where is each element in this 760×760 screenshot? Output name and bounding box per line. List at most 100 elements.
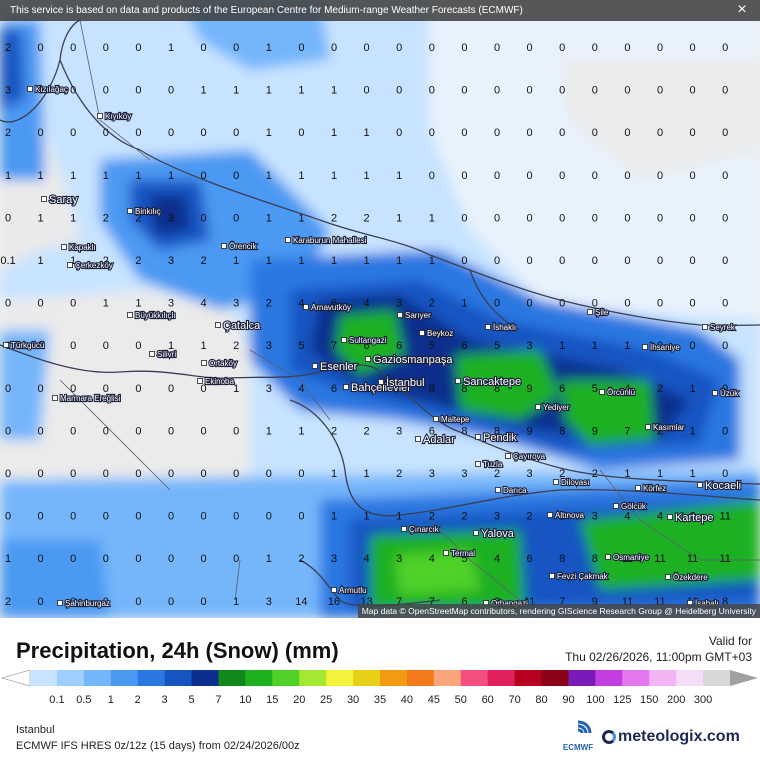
city-marker[interactable]: Maltepe (433, 414, 471, 425)
city-marker[interactable]: Pendik (475, 431, 518, 445)
scale-label: 100 (586, 694, 604, 706)
city-marker[interactable]: Seyrek (702, 322, 737, 333)
city-dot-icon (485, 324, 491, 330)
city-label: İsabalı (695, 599, 719, 608)
city-label: Arnavutköy (311, 303, 351, 312)
city-marker[interactable]: Kapaklı (61, 242, 97, 253)
city-label: Büyükkılıçlı (135, 311, 175, 320)
city-marker[interactable]: Karaburun Mahallesi (285, 235, 368, 246)
grid-value: 0 (690, 255, 696, 267)
scale-label: 25 (320, 694, 332, 706)
meteologix-brand[interactable]: meteologix.com (602, 728, 740, 746)
city-dot-icon (667, 514, 673, 520)
grid-value: 0 (722, 255, 728, 267)
grid-value: 2 (429, 298, 435, 310)
city-marker[interactable]: Silivri (149, 349, 177, 360)
city-marker[interactable]: Dilovası (553, 477, 591, 488)
city-marker[interactable]: Osmaniye (605, 552, 651, 563)
city-marker[interactable]: Yediyer (535, 402, 571, 413)
city-marker[interactable]: Kasımlar (645, 422, 686, 433)
grid-value: 9 (527, 425, 533, 437)
city-marker[interactable]: Yalova (473, 527, 516, 541)
city-marker[interactable]: İstanbul (378, 375, 426, 390)
grid-value: 1 (135, 298, 141, 310)
city-marker[interactable]: Adalar (415, 433, 456, 447)
grid-value: 2 (135, 212, 141, 224)
grid-value: 11 (524, 596, 535, 608)
city-marker[interactable]: Gaziosmanpaşa (365, 353, 454, 367)
city-marker[interactable]: Darıca (495, 485, 528, 496)
city-marker[interactable]: Sultangazi (341, 335, 388, 346)
city-marker[interactable]: Örencik (221, 241, 259, 252)
city-label: Kartepe (675, 512, 714, 524)
city-marker[interactable]: Ekinoba (197, 376, 236, 387)
grid-value: 11 (719, 553, 730, 565)
city-marker[interactable]: Tuzla (475, 459, 504, 470)
grid-value: 0 (70, 553, 76, 565)
city-marker[interactable]: Çatalca (215, 319, 262, 333)
city-label: Örencik (229, 242, 258, 251)
city-label: Bahçelievler (351, 382, 411, 394)
grid-value: 4 (364, 298, 370, 310)
city-marker[interactable]: Üzük (712, 388, 740, 399)
grid-value: 0 (494, 212, 500, 224)
city-marker[interactable]: İhsaniye (642, 342, 681, 353)
grid-value: 4 (624, 511, 630, 523)
city-marker[interactable]: Bahçelievler (343, 381, 412, 395)
city-marker[interactable]: Beykoz (419, 328, 454, 339)
grid-value: 7 (559, 596, 565, 608)
grid-value: 6 (461, 596, 467, 608)
color-scale: 0.1 0.5 1 2 3 5 7 10 15 20 25 30 35 40 45 50 60 70 80 90 100… (0, 670, 758, 706)
grid-value: 0 (527, 85, 533, 97)
city-marker[interactable]: Altınova (547, 510, 586, 521)
city-marker[interactable]: Şahinburgaz (57, 598, 111, 609)
grid-value: 0 (527, 127, 533, 139)
city-marker[interactable]: Sancaktepe (455, 375, 522, 389)
grid-value: 0 (38, 468, 44, 480)
city-marker[interactable]: Çayırova (505, 451, 547, 462)
grid-value: 2 (396, 468, 402, 480)
scale-swatch (541, 670, 569, 686)
grid-value: 0 (527, 42, 533, 54)
city-marker[interactable]: Arnavutköy (303, 302, 352, 313)
city-marker[interactable]: Körfez (635, 483, 667, 494)
grid-value: 0 (657, 127, 663, 139)
city-marker[interactable]: Marmara Ereğlisi (52, 393, 122, 404)
city-marker[interactable]: İshaklı (485, 322, 517, 333)
city-marker[interactable]: Şile (587, 307, 610, 318)
map-title: Precipitation, 24h (Snow) (mm) (16, 638, 339, 663)
city-marker[interactable]: Çınarcık (401, 524, 441, 535)
city-marker[interactable]: Kızılağaç (27, 84, 69, 95)
grid-value: 1 (396, 511, 402, 523)
city-marker[interactable]: Sarıyer (397, 310, 432, 321)
city-marker[interactable]: Türkgücü (3, 340, 45, 351)
city-marker[interactable]: Kartepe (667, 511, 715, 525)
grid-value: 11 (622, 596, 633, 608)
city-marker[interactable]: Özekdere (665, 572, 709, 583)
city-marker[interactable]: Büyükkılıçlı (127, 310, 177, 321)
grid-value: 0 (103, 553, 109, 565)
grid-value: 3 (494, 511, 500, 523)
city-marker[interactable]: Çerkezköy (67, 260, 114, 271)
city-marker[interactable]: Örcünlü (599, 387, 636, 398)
city-dot-icon (401, 526, 407, 532)
grid-value: 0 (70, 127, 76, 139)
grid-value: 0 (201, 511, 207, 523)
city-marker[interactable]: Binkılıç (127, 206, 162, 217)
city-marker[interactable]: Termal (443, 548, 476, 559)
grid-value: 2 (5, 42, 11, 54)
close-banner-icon[interactable]: × (737, 1, 747, 18)
grid-value: 0 (168, 596, 174, 608)
city-marker[interactable]: Fevzi Çakmak (549, 571, 610, 582)
grid-value: 1 (331, 170, 337, 182)
city-marker[interactable]: Kocaeli (697, 479, 742, 493)
city-marker[interactable]: Armutlu (331, 585, 368, 596)
city-marker[interactable]: Saray (41, 193, 79, 207)
city-marker[interactable]: Gölcük (613, 501, 648, 512)
grid-value: 2 (592, 468, 598, 480)
city-marker[interactable]: Kıyıköy (97, 111, 132, 122)
city-marker[interactable]: Ortaköy (201, 358, 238, 369)
scale-swatch (568, 670, 596, 686)
city-marker[interactable]: Esenler (312, 360, 359, 374)
